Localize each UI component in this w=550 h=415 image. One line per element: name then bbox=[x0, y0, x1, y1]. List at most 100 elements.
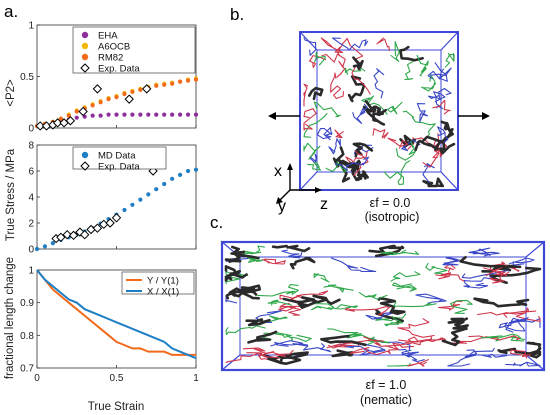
chart0-legend-label: Exp. Data bbox=[98, 64, 140, 75]
polymer-chain bbox=[225, 286, 256, 300]
chart0-data-point bbox=[193, 112, 199, 117]
axis-y-line bbox=[278, 189, 291, 202]
polymer-chain bbox=[397, 318, 435, 338]
polymer-chain bbox=[259, 258, 286, 265]
axis-x-label: x bbox=[274, 163, 282, 180]
polymer-chain bbox=[347, 75, 366, 103]
polymer-chain bbox=[308, 86, 324, 101]
chart0-data-point bbox=[185, 78, 191, 83]
chart0-data-point bbox=[178, 79, 183, 84]
box-front-c bbox=[220, 240, 546, 372]
chart0-legend-label: RM82 bbox=[98, 53, 123, 64]
polymer-chain bbox=[395, 140, 416, 161]
polymer-chain bbox=[526, 341, 542, 357]
chart2-line-1 bbox=[36, 269, 197, 360]
polymer-chain bbox=[267, 299, 293, 306]
chart0-exp-point bbox=[124, 94, 134, 104]
polymer-chain bbox=[267, 351, 309, 365]
polymer-chain bbox=[435, 272, 465, 282]
polymer-chain bbox=[246, 349, 294, 357]
chart2-ytick-label: 0.9 bbox=[20, 298, 34, 309]
polymer-chain bbox=[285, 334, 312, 342]
polymer-chain bbox=[380, 249, 420, 256]
polymer-chain bbox=[463, 272, 494, 288]
chart1-data-point bbox=[178, 172, 183, 177]
polymer-chain bbox=[386, 101, 403, 115]
polymer-chain bbox=[422, 177, 444, 188]
polymer-chain bbox=[260, 332, 292, 340]
polymer-chain bbox=[320, 334, 367, 347]
chart0-ytick-label: 0.5 bbox=[20, 72, 34, 83]
chart0-data-point bbox=[185, 112, 191, 117]
chart0-exp-point bbox=[78, 106, 88, 117]
polymer-chain bbox=[497, 347, 542, 359]
chart1-ylabel: True Stress / MPa bbox=[5, 148, 17, 241]
chart0-data-point bbox=[90, 103, 95, 108]
polymer-chain bbox=[422, 128, 454, 144]
polymer-chain bbox=[438, 128, 456, 155]
chart0-data-point bbox=[98, 100, 103, 105]
chart0-exp-point bbox=[65, 116, 76, 126]
polymer-chain bbox=[449, 299, 473, 314]
chart2-xtick-label: 0 bbox=[34, 373, 40, 384]
chart2-ytick-label: 1 bbox=[28, 266, 34, 277]
polymer-chain bbox=[437, 300, 463, 311]
polymer-chain bbox=[472, 251, 500, 257]
chart1-legend-label: Exp. Data bbox=[98, 162, 140, 173]
chart0-data-point bbox=[58, 116, 63, 121]
polymer-chain bbox=[434, 62, 448, 82]
polymer-chain bbox=[307, 161, 322, 171]
polymer-chain bbox=[334, 156, 370, 172]
chart1-exp-point bbox=[92, 223, 103, 233]
polymer-chain bbox=[508, 257, 535, 266]
polymer-chain bbox=[323, 284, 354, 293]
polymer-chain bbox=[334, 146, 351, 183]
panel-label-b: b. bbox=[230, 5, 244, 24]
chart2-legend bbox=[121, 271, 195, 295]
polymer-chain bbox=[316, 127, 333, 141]
chart0-data-point bbox=[98, 113, 103, 118]
polymer-chain bbox=[303, 108, 317, 131]
polymer-chain bbox=[414, 139, 442, 152]
chart0-data-point bbox=[114, 112, 119, 117]
polymer-chain bbox=[245, 318, 271, 327]
polymer-chain bbox=[351, 167, 369, 182]
polymer-chain bbox=[278, 306, 302, 316]
chart0-data-point bbox=[74, 109, 79, 114]
polymer-chain bbox=[321, 53, 346, 78]
chart0-ytick-label: 0 bbox=[28, 124, 34, 135]
chart0-data-point bbox=[154, 112, 159, 117]
polymer-chain bbox=[432, 87, 452, 103]
polymer-chain bbox=[401, 351, 425, 363]
chart0-data-point bbox=[154, 83, 159, 88]
chart0-data-point bbox=[130, 89, 135, 95]
chart1-legend-label: MD Data bbox=[98, 151, 136, 162]
chart0-exp-point bbox=[92, 84, 103, 94]
polymer-chain bbox=[399, 45, 424, 62]
chart1-data-point bbox=[42, 244, 48, 249]
polymer-chain bbox=[224, 253, 260, 263]
chart2-series-0 bbox=[36, 269, 196, 356]
polymer-chain bbox=[270, 340, 304, 347]
chart1-legend-swatch bbox=[81, 151, 89, 159]
polymer-chain bbox=[225, 353, 280, 364]
chart1-data-point bbox=[162, 181, 167, 187]
polymer-chain bbox=[407, 359, 429, 367]
polymer-chain bbox=[263, 352, 309, 360]
polymer-chain bbox=[375, 313, 407, 322]
chart0-data-point bbox=[122, 112, 127, 117]
polymer-chain bbox=[377, 296, 406, 316]
axis-z-label: z bbox=[320, 196, 328, 213]
chart2-ylabel: fractional length change bbox=[4, 257, 16, 379]
box-back bbox=[316, 49, 442, 173]
polymer-chain bbox=[303, 112, 328, 138]
polymer-chain bbox=[375, 308, 404, 324]
chart1-data-point bbox=[130, 202, 135, 207]
polymer-chain bbox=[327, 304, 358, 310]
axis-y-label: y bbox=[278, 198, 286, 215]
polymer-chain bbox=[383, 160, 411, 186]
polymer-chain bbox=[432, 99, 451, 115]
chart1-data-point bbox=[50, 241, 56, 246]
